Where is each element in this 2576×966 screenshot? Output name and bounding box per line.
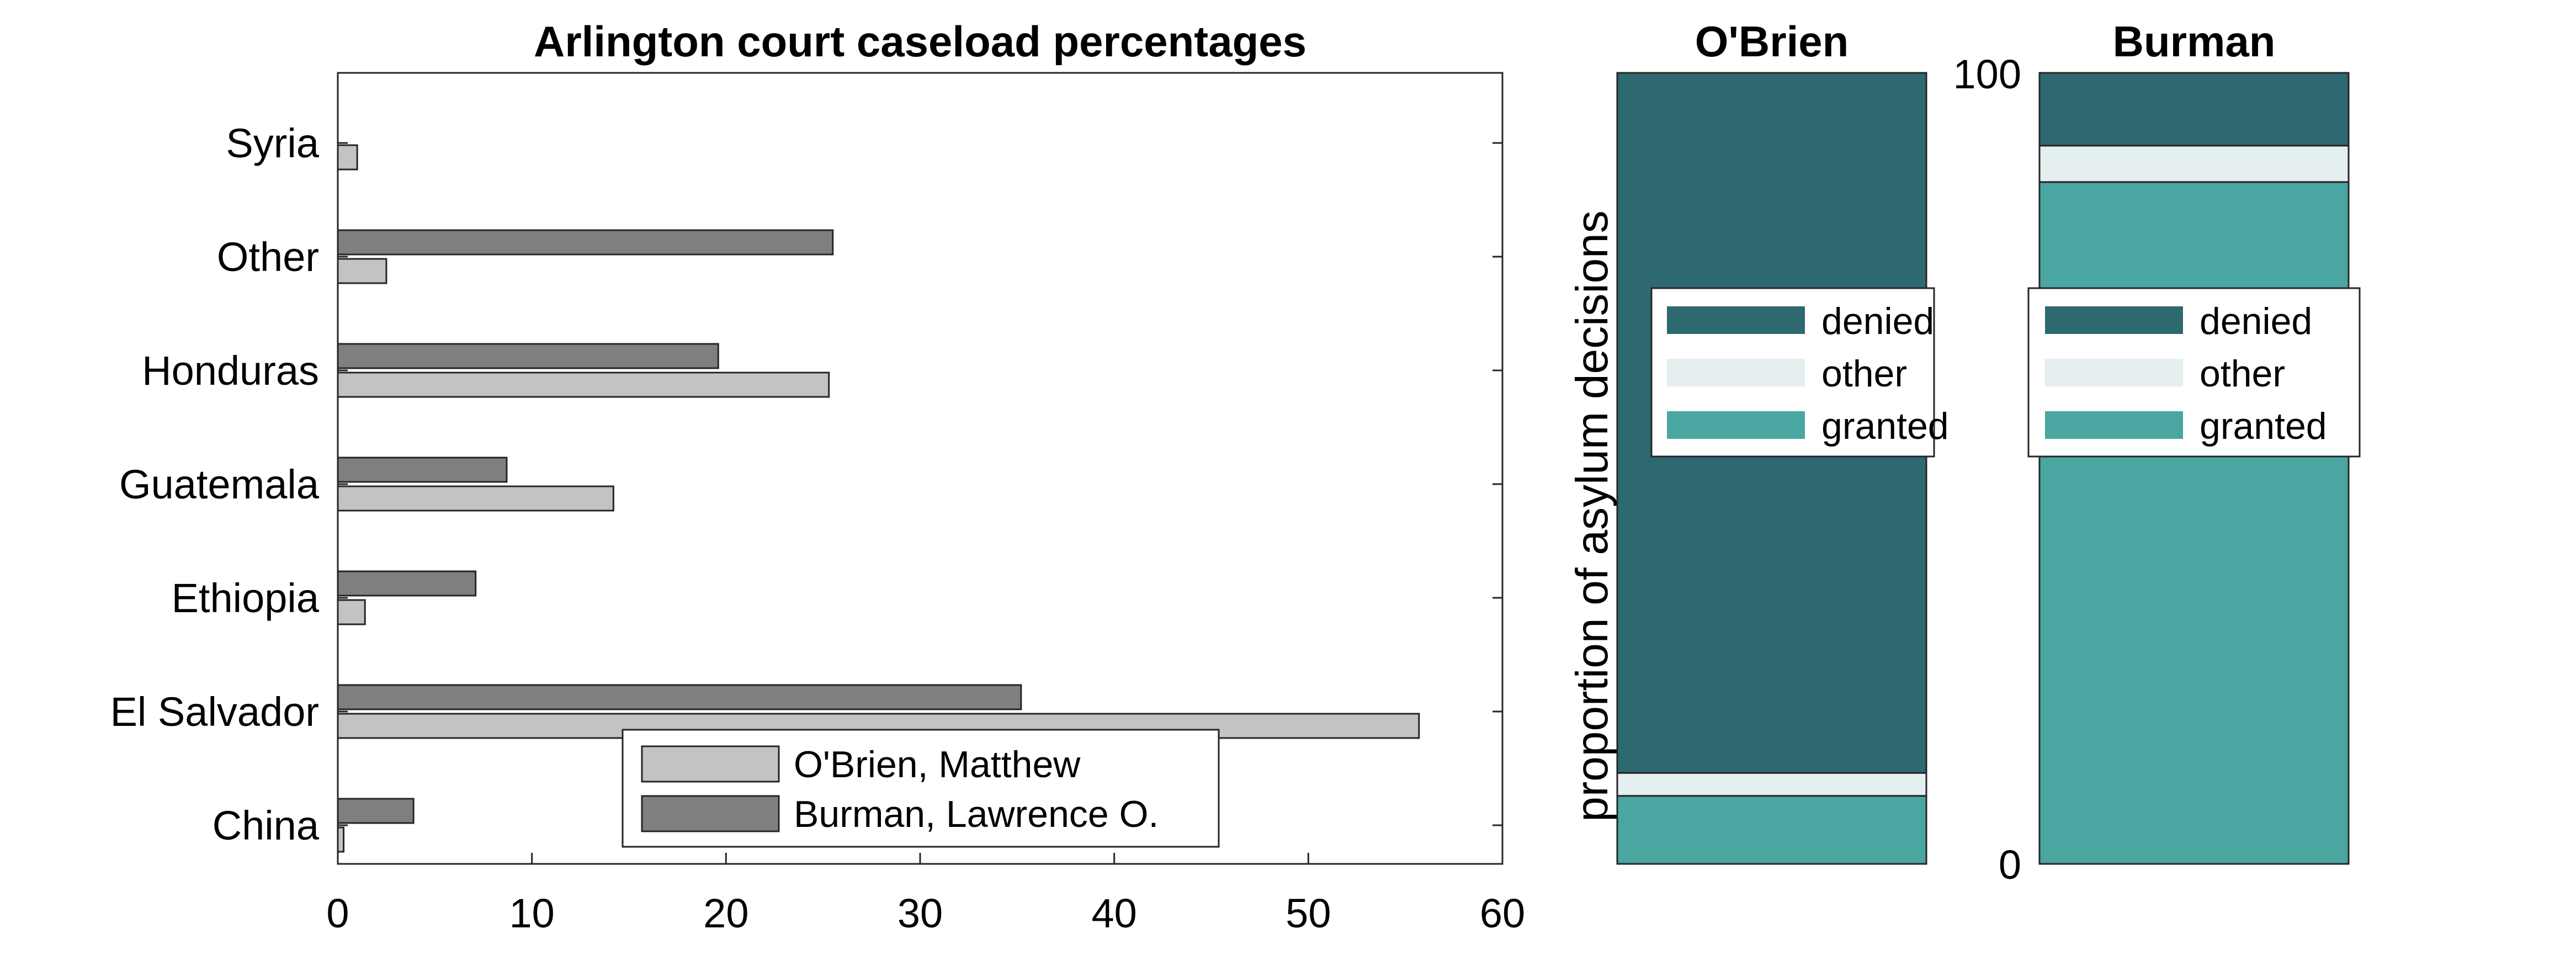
legend-label-granted: granted xyxy=(1821,405,1949,447)
bar-burman xyxy=(337,570,477,597)
bar-group xyxy=(337,144,1420,853)
legend-label-denied: denied xyxy=(1821,300,1934,342)
x-tick-label: 50 xyxy=(1286,890,1331,936)
bar-obrien xyxy=(337,485,614,512)
legend-swatch-obrien xyxy=(641,745,780,783)
bar-burman xyxy=(337,229,834,256)
decision-proportion-chart: proportion of asylum decisions O'Brien B… xyxy=(1567,17,2361,888)
panel-title-obrien: O'Brien xyxy=(1695,17,1849,66)
stack-segment-granted xyxy=(2038,181,2350,865)
legend-swatch-granted xyxy=(1667,411,1805,439)
bar-burman xyxy=(337,457,508,483)
x-tick-label: 20 xyxy=(703,890,748,936)
caseload-bar-chart: Arlington court caseload percentages Chi… xyxy=(110,17,1526,936)
legend-label-other: other xyxy=(1821,353,1907,395)
x-tick-label: 10 xyxy=(509,890,555,936)
bar-burman xyxy=(337,343,719,369)
legend-label-denied: denied xyxy=(2200,300,2312,342)
category-label: Ethiopia xyxy=(172,575,320,621)
bar-obrien xyxy=(337,599,366,625)
legend-swatch-denied xyxy=(1667,306,1805,334)
legend-swatch-other xyxy=(1667,359,1805,386)
legend-obrien: denied other granted xyxy=(1650,287,1949,458)
legend-swatch-other xyxy=(2045,359,2183,386)
stacked-bars xyxy=(1616,72,2350,865)
x-tick-label: 40 xyxy=(1092,890,1137,936)
x-tick-label: 60 xyxy=(1480,890,1525,936)
legend-swatch-burman xyxy=(641,795,780,832)
bar-obrien xyxy=(337,371,830,398)
legend-label-obrien: O'Brien, Matthew xyxy=(794,744,1081,785)
bar-obrien xyxy=(337,258,387,284)
stack-segment-denied xyxy=(2038,72,2350,147)
legend-label-burman: Burman, Lawrence O. xyxy=(794,793,1159,835)
bar-obrien xyxy=(337,144,358,171)
stack-segment-other xyxy=(1616,772,1927,797)
category-label: Other xyxy=(217,234,319,280)
legend: O'Brien, Matthew Burman, Lawrence O. xyxy=(622,729,1220,848)
chart-title: Arlington court caseload percentages xyxy=(534,17,1306,66)
category-label: Honduras xyxy=(142,348,319,394)
y-tick-min: 0 xyxy=(1999,842,2021,888)
bar-burman xyxy=(337,798,415,824)
stack-segment-granted xyxy=(1616,795,1927,865)
panel-title-burman: Burman xyxy=(2113,17,2276,66)
legend-burman: denied other granted xyxy=(2027,287,2361,458)
category-label: El Salvador xyxy=(110,689,319,735)
legend-label-granted: granted xyxy=(2200,405,2327,447)
legend-swatch-granted xyxy=(2045,411,2183,439)
category-label: Syria xyxy=(226,120,319,166)
legend-swatch-denied xyxy=(2045,306,2183,334)
y-axis-label: proportion of asylum decisions xyxy=(1567,210,1617,822)
legend-label-other: other xyxy=(2200,353,2285,395)
category-label: Guatemala xyxy=(119,461,320,507)
stack-segment-other xyxy=(2038,145,2350,183)
axis-ticks: China El Salvador Ethiopia Guatemala Hondura… xyxy=(110,120,1526,936)
category-label: China xyxy=(213,803,320,848)
bar-obrien xyxy=(337,826,345,853)
x-tick-label: 30 xyxy=(897,890,943,936)
bar-burman xyxy=(337,684,1022,710)
x-tick-label: 0 xyxy=(326,890,349,936)
y-tick-max: 100 xyxy=(1953,51,2021,97)
